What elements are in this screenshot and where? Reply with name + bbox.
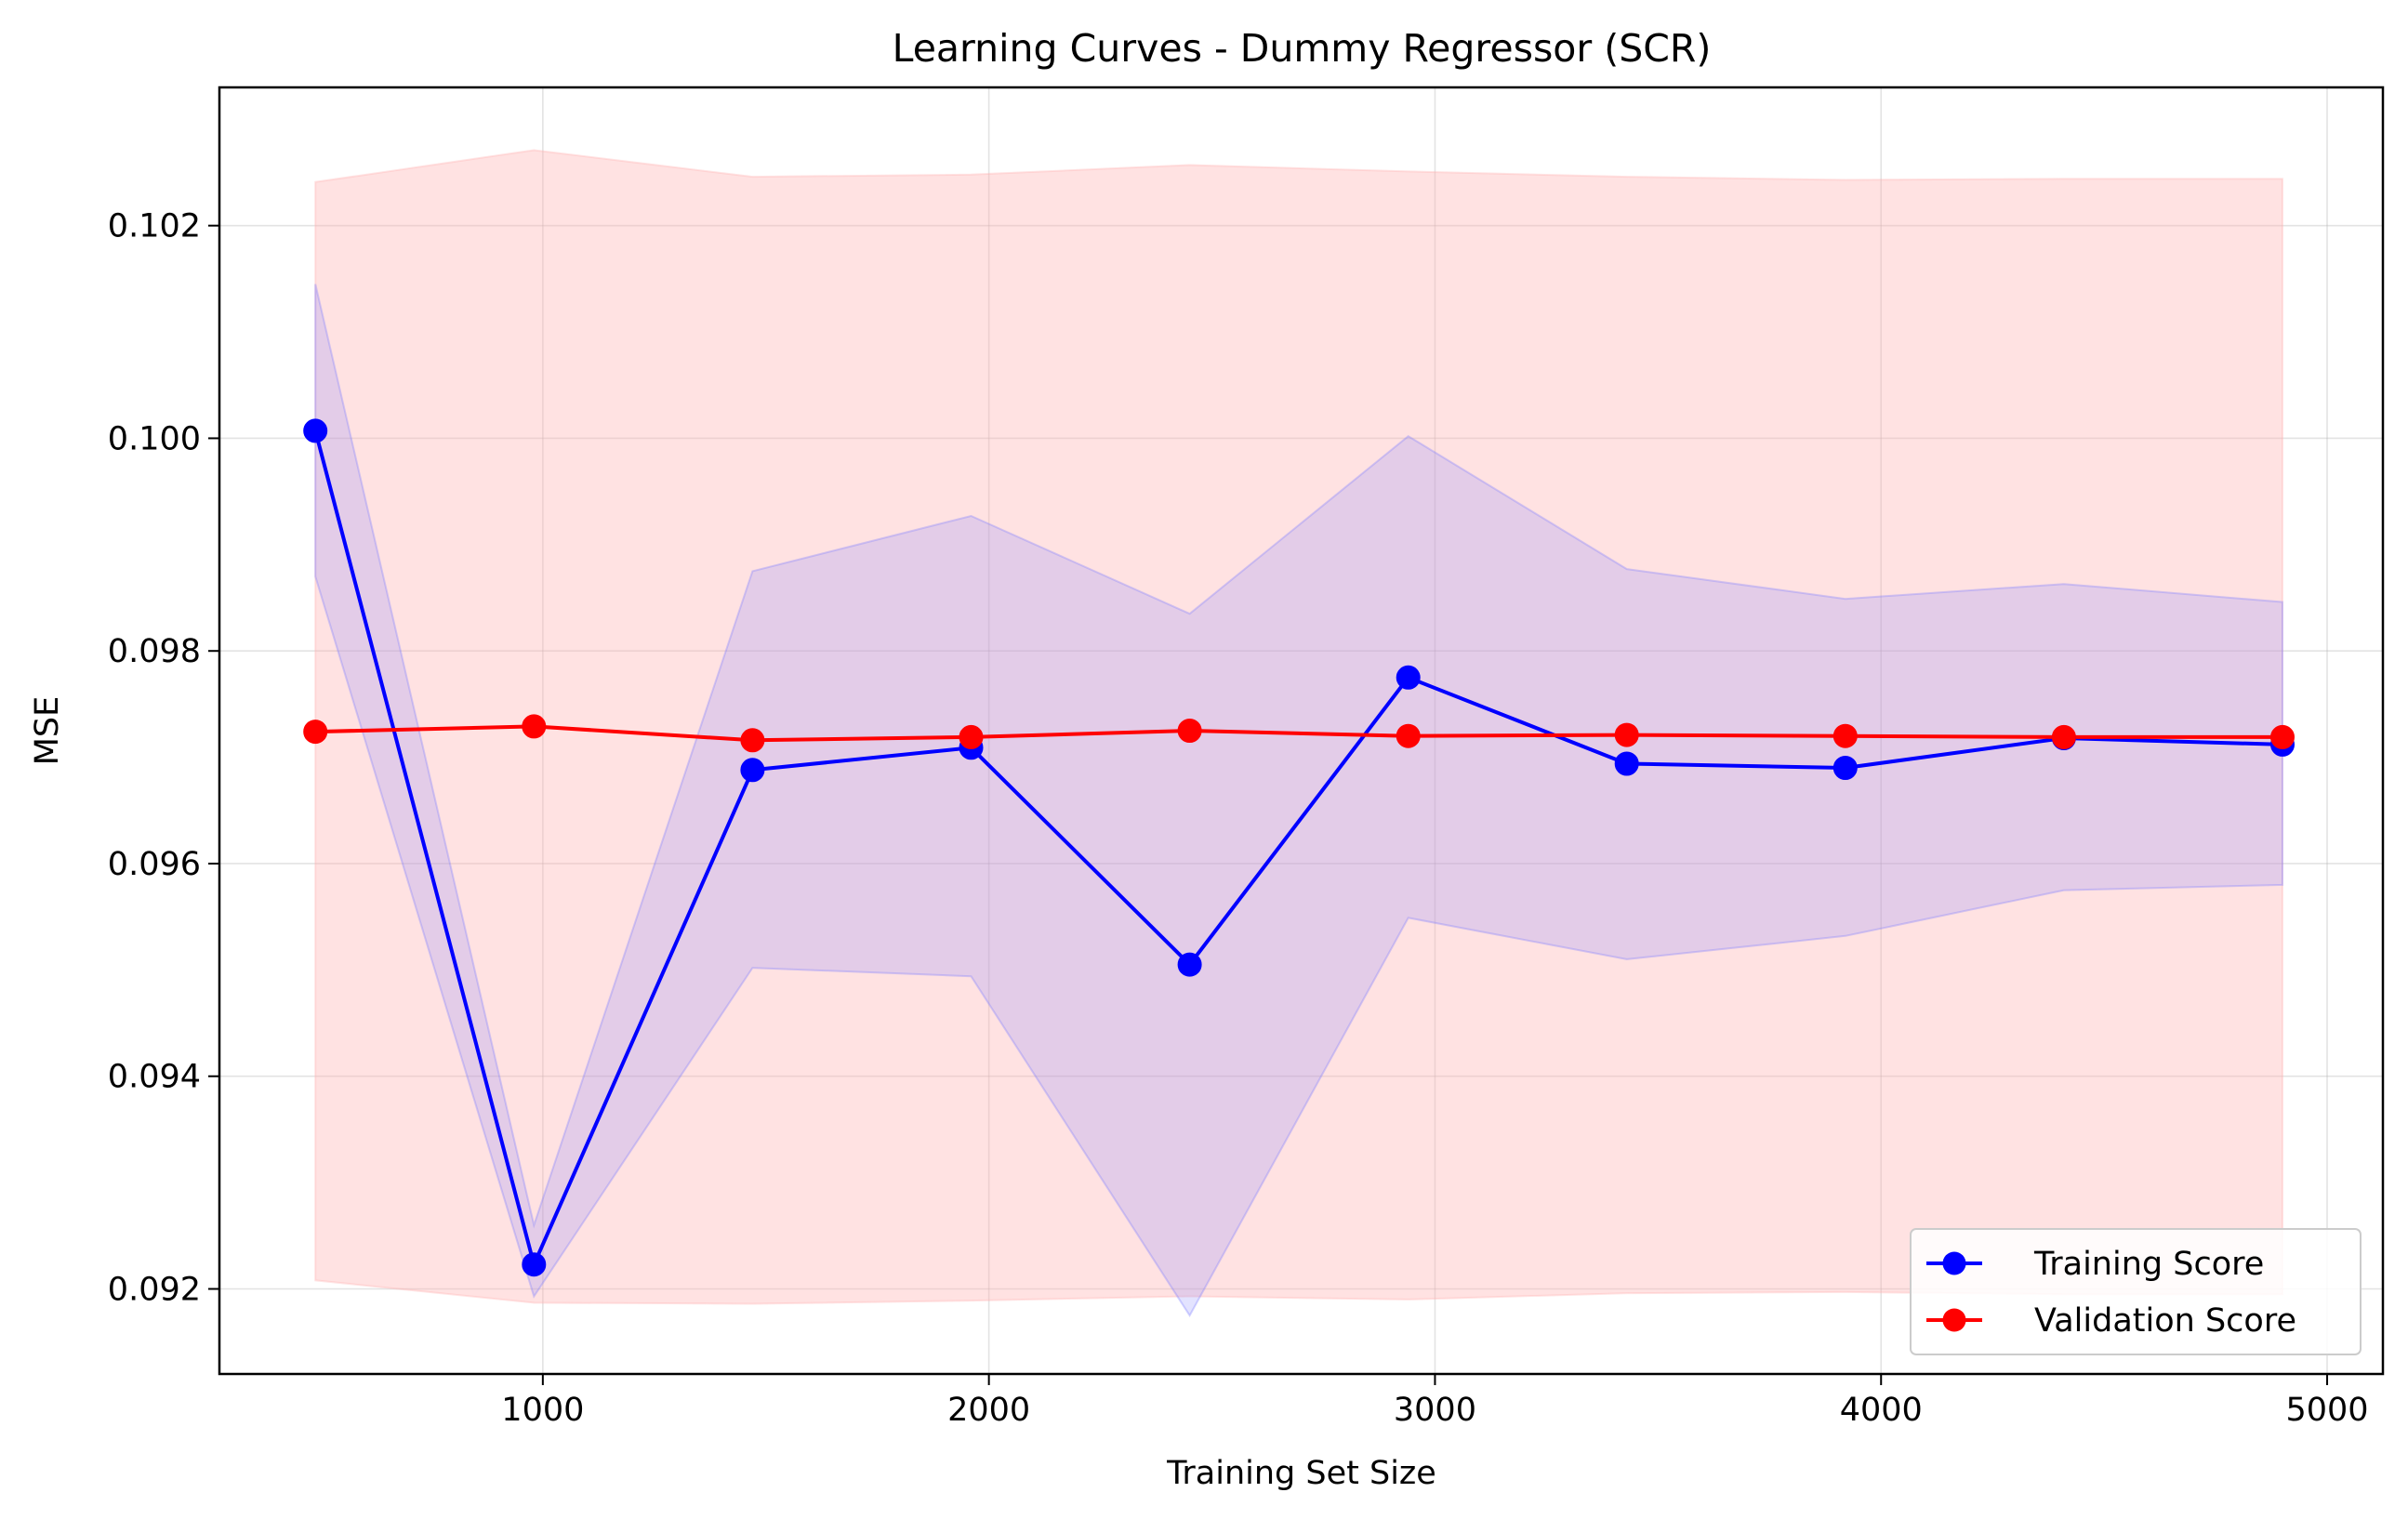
y-axis-ticks: 0.092 0.094 0.096 0.098 0.100 0.102 (108, 208, 219, 1308)
legend-validation-score-label: Validation Score (2034, 1302, 2296, 1340)
series-lines (313, 429, 2283, 1267)
training-score-line (313, 429, 2283, 1267)
y-tick-label: 0.094 (108, 1059, 201, 1096)
training-score-point (1832, 756, 1858, 780)
x-tick-label: 4000 (1840, 1392, 1923, 1429)
x-tick-label: 1000 (501, 1392, 584, 1429)
legend-training-score-label: Training Score (2033, 1246, 2264, 1283)
validation-score-point (959, 724, 984, 749)
y-tick-label: 0.102 (108, 208, 201, 245)
x-tick-label: 3000 (1394, 1392, 1476, 1429)
training-score-point (1177, 952, 1202, 977)
legend-box (1910, 1228, 2362, 1355)
y-tick-label: 0.092 (108, 1271, 201, 1308)
validation-score-point (1614, 722, 1639, 747)
y-tick-label: 0.096 (108, 846, 201, 883)
validation-score-point (2051, 724, 2076, 749)
legend-training-score-marker (1942, 1251, 1966, 1275)
y-tick-label: 0.098 (108, 633, 201, 670)
validation-score-point (740, 728, 765, 753)
x-tick-label: 5000 (2285, 1392, 2368, 1429)
training-score-point (522, 1252, 547, 1277)
legend: Training Score Validation Score (1910, 1228, 2362, 1355)
x-axis-ticks: 1000 2000 3000 4000 5000 (501, 1374, 2369, 1429)
grid (219, 87, 2383, 1374)
plot-frame (218, 86, 2385, 1376)
legend-validation-score-marker (1942, 1308, 1966, 1332)
series-points (303, 418, 2295, 1277)
validation-score-point (303, 720, 328, 745)
validation-score-line (315, 724, 2282, 743)
y-axis-label: MSE (29, 696, 66, 766)
validation-score-point (1832, 723, 1858, 748)
validation-score-point (2270, 724, 2295, 749)
validation-score-point (1396, 723, 1421, 748)
validation-score-point (522, 714, 547, 739)
validation-score-point (1177, 719, 1202, 743)
chart-title: Learning Curves - Dummy Regressor (SCR) (893, 26, 1712, 71)
training-score-band (314, 284, 2283, 1318)
training-score-point (1396, 665, 1421, 690)
x-tick-label: 2000 (947, 1392, 1030, 1429)
training-score-point (303, 418, 328, 443)
training-score-point (1614, 751, 1639, 776)
x-axis-label: Training Set Size (1166, 1455, 1436, 1492)
y-tick-label: 0.100 (108, 420, 201, 457)
training-score-point (740, 758, 765, 783)
